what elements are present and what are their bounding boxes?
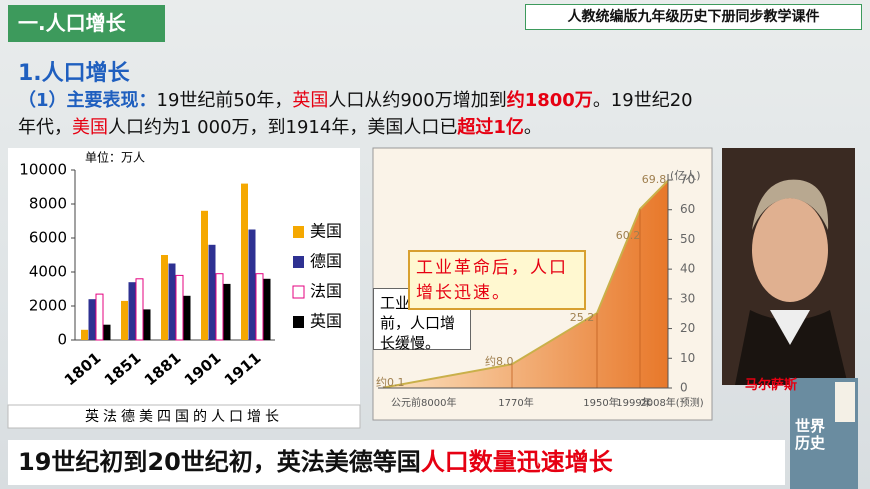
text-run: （1）主要表现： — [18, 90, 157, 111]
portrait-coat — [735, 310, 848, 385]
chart-subtitle: 单位：万人 — [85, 150, 145, 165]
text-run: 人口数量迅速增长 — [420, 448, 613, 476]
bar — [103, 324, 111, 340]
text-run: 人口约为1 000万，到1914年，美国人口已 — [108, 117, 458, 138]
section-label: 一.人口增长 — [8, 5, 165, 42]
bar — [161, 255, 168, 340]
portrait-hair — [752, 179, 829, 230]
value-label: 约8.0 — [485, 355, 514, 368]
legend-label: 美国 — [310, 222, 342, 241]
bar — [255, 273, 264, 341]
x-tick-label: 2008年(预测) — [640, 396, 703, 409]
bar — [81, 329, 88, 340]
y-tick-label: 50 — [680, 232, 695, 246]
text-run: 人口从约900万增加到 — [328, 90, 507, 111]
x-tick-label: 公元前8000年 — [391, 396, 456, 409]
y-tick-label: 70 — [680, 173, 695, 187]
bar — [208, 244, 216, 340]
text-run: 英国 — [292, 90, 329, 111]
x-tick-label: 1950年 — [583, 396, 618, 409]
value-label: 60.2 — [616, 229, 641, 242]
y-tick-label: 30 — [680, 291, 695, 305]
bar — [128, 282, 136, 340]
bar — [88, 299, 96, 340]
y-tick-label: 10000 — [19, 161, 67, 179]
bar — [201, 210, 208, 340]
text-run: 年代， — [18, 117, 72, 138]
text-run: 美国 — [72, 117, 108, 138]
portrait-face — [752, 198, 828, 302]
x-tick-label: 1770年 — [498, 396, 533, 409]
y-tick-label: 20 — [680, 321, 695, 335]
paragraph-line: （1）主要表现：19世纪前50年，英国人口从约900万增加到约1800万。19世… — [18, 86, 693, 112]
bar — [223, 283, 231, 340]
text-run: 。19世纪20 — [592, 90, 693, 111]
x-tick-label: 1999年 — [616, 396, 651, 409]
text-run: 19世纪前50年， — [156, 90, 293, 111]
portrait-collar — [770, 310, 810, 345]
portrait-caption: 马尔萨斯 — [745, 378, 798, 393]
value-label: 25.2 — [570, 311, 595, 324]
chart-panel — [8, 148, 360, 428]
bar — [143, 309, 151, 340]
bar — [183, 295, 191, 340]
book-title: 世界历史 — [795, 417, 826, 452]
bar — [263, 278, 271, 340]
y-tick-label: 0 — [680, 381, 688, 395]
paragraph-line: 年代，美国人口约为1 000万，到1914年，美国人口已超过1亿。 — [18, 113, 542, 139]
book-label — [835, 382, 855, 422]
legend-swatch — [292, 285, 305, 299]
legend-swatch — [293, 226, 304, 238]
legend-label: 德国 — [310, 252, 342, 271]
text-run: 19世纪初到20世纪初，英法美德等国 — [18, 448, 421, 476]
y-tick-label: 6000 — [29, 229, 67, 247]
text-run: 。 — [523, 117, 542, 138]
value-label: 69.8 — [642, 173, 667, 186]
text-run: 约1800万 — [506, 90, 593, 111]
y-tick-label: 0 — [57, 331, 67, 349]
heading: 1.人口增长 — [18, 61, 130, 86]
bar — [135, 278, 144, 341]
bar — [248, 229, 256, 340]
bar — [215, 273, 224, 341]
bar — [241, 183, 248, 340]
caption-box — [7, 404, 361, 429]
legend-label: 英国 — [310, 312, 342, 331]
legend-swatch — [293, 316, 304, 328]
annotation: 工业革命后，人口增长迅速。 — [408, 250, 586, 310]
y-tick-label: 4000 — [29, 263, 67, 281]
bar — [168, 263, 176, 340]
y-tick-label: 10 — [680, 351, 695, 365]
y-tick-label: 40 — [680, 262, 695, 276]
chart-title: 英法德美四国的人口增长 — [85, 408, 283, 425]
legend-label: 法国 — [310, 282, 342, 301]
bar — [175, 274, 184, 341]
bar — [121, 300, 128, 340]
course-label: 人教统编版九年级历史下册同步教学课件 — [525, 4, 862, 30]
conclusion: 19世纪初到20世纪初，英法美德等国人口数量迅速增长 — [8, 440, 785, 485]
value-label: 约0.1 — [376, 376, 405, 389]
y-tick-label: 8000 — [29, 195, 67, 213]
bar — [95, 293, 104, 341]
y-tick-label: 2000 — [29, 297, 67, 315]
y-axis-label: (亿人) — [670, 169, 701, 182]
legend-swatch — [293, 256, 304, 268]
text-run: 超过1亿 — [457, 117, 524, 138]
y-tick-label: 60 — [680, 202, 695, 216]
